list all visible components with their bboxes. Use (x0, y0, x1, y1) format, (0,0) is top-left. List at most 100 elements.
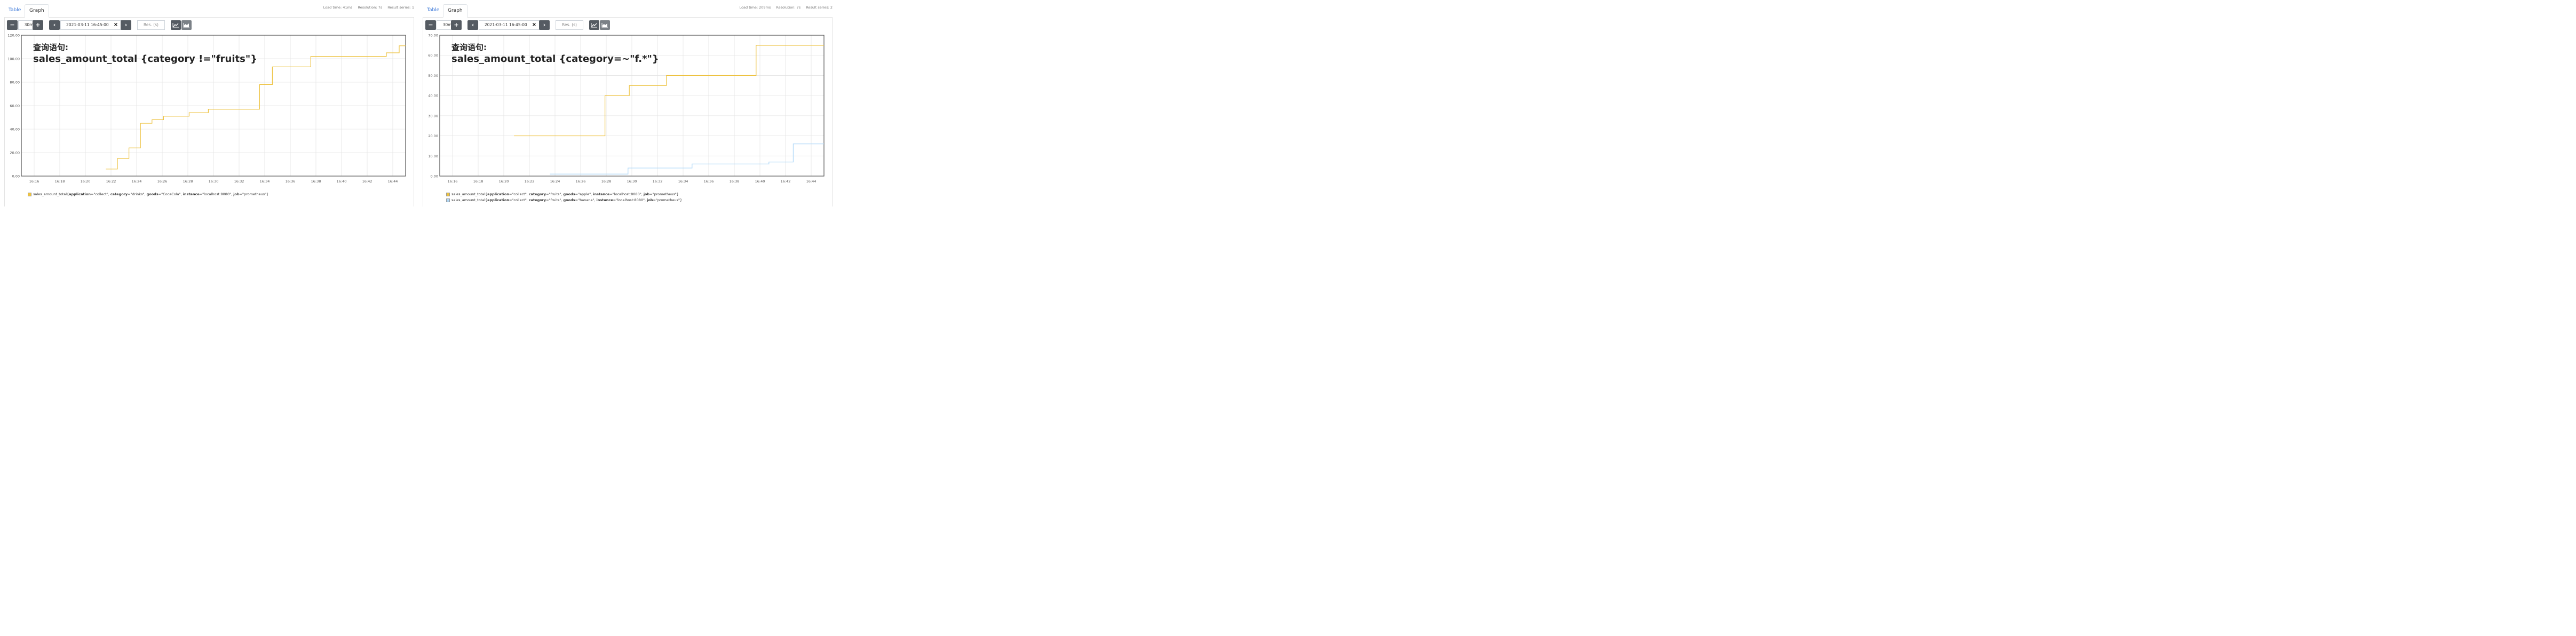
query-expression: sales_amount_total {category !="fruits"} (33, 53, 257, 65)
x-tick-label: 16:20 (81, 179, 91, 184)
legend-label: sales_amount_total{application="collect"… (451, 198, 683, 202)
legend-swatch (446, 198, 450, 202)
legend-item[interactable]: sales_amount_total{application="collect"… (446, 192, 679, 196)
x-tick-label: 16:22 (525, 179, 535, 184)
y-tick-label: 40.00 (428, 94, 438, 98)
x-tick-label: 16:38 (311, 179, 321, 184)
x-tick-label: 16:44 (388, 179, 398, 184)
time-series-chart: 0.00 10.00 20.00 30.00 40.00 50.00 60.00 70.00 1… (428, 34, 825, 184)
x-tick-label: 16:36 (704, 179, 714, 184)
x-tick-label: 16:26 (157, 179, 168, 184)
y-tick-label: 0.00 (12, 174, 20, 179)
x-tick-label: 16:18 (473, 179, 484, 184)
x-tick-label: 16:42 (781, 179, 791, 184)
legend-label: sales_amount_total{application="collect"… (33, 192, 269, 196)
line-chart-icon (172, 23, 179, 28)
x-tick-label: 16:38 (730, 179, 740, 184)
x-tick-label: 16:18 (55, 179, 65, 184)
graph-container (423, 17, 833, 206)
y-tick-label: 0.00 (431, 174, 438, 179)
previous-time-button[interactable]: ‹ (49, 20, 60, 30)
query-caption: 查询语句: (451, 43, 487, 52)
next-time-button[interactable]: › (539, 20, 550, 30)
x-tick-label: 16:40 (337, 179, 347, 184)
x-tick-label: 16:28 (601, 179, 612, 184)
x-tick-label: 16:20 (499, 179, 509, 184)
unstacked-line-button[interactable] (589, 20, 599, 30)
x-tick-label: 16:40 (755, 179, 765, 184)
load-time-text: Load time: 209ms (739, 5, 771, 10)
time-series-chart: 0.00 20.00 40.00 60.00 80.00 100.00 120.00 16:1… (7, 34, 406, 184)
x-tick-label: 16:22 (106, 179, 116, 184)
series-line-1[interactable] (550, 144, 824, 174)
result-series-text: Result series: 1 (387, 5, 414, 10)
next-time-button[interactable]: › (121, 20, 131, 30)
resolution-text: Resolution: 7s (358, 5, 383, 10)
tab-graph[interactable]: Graph (443, 4, 467, 18)
legend-swatch (446, 192, 450, 196)
x-tick-label: 16:34 (260, 179, 270, 184)
decrease-range-button[interactable]: − (7, 20, 18, 30)
y-tick-label: 40.00 (10, 128, 20, 132)
tab-graph[interactable]: Graph (25, 4, 49, 18)
resolution-input[interactable]: Res. (s) (556, 20, 583, 30)
query-expression: sales_amount_total {category=~"f.*"} (451, 53, 659, 65)
graph-panel-right: Table Graph Load time: 209ms Resolution:… (418, 0, 837, 206)
x-tick-label: 16:36 (286, 179, 296, 184)
area-chart-icon (601, 23, 608, 28)
query-stats: Load time: 209ms Resolution: 7s Result s… (735, 5, 833, 10)
y-tick-label: 20.00 (428, 134, 438, 138)
x-tick-label: 16:24 (550, 179, 560, 184)
x-tick-label: 16:30 (209, 179, 219, 184)
previous-time-button[interactable]: ‹ (467, 20, 478, 30)
stacked-area-button[interactable] (600, 20, 610, 30)
y-tick-label: 100.00 (7, 57, 20, 61)
decrease-range-button[interactable]: − (425, 20, 436, 30)
result-series-text: Result series: 2 (806, 5, 833, 10)
x-tick-label: 16:24 (132, 179, 142, 184)
graph-panel-left: Table Graph Load time: 41ms Resolution: … (0, 0, 418, 206)
legend-item[interactable]: sales_amount_total{application="collect"… (446, 198, 682, 202)
x-tick-label: 16:30 (627, 179, 637, 184)
x-tick-label: 16:28 (183, 179, 193, 184)
y-tick-label: 60.00 (428, 53, 438, 58)
load-time-text: Load time: 41ms (323, 5, 353, 10)
y-tick-label: 20.00 (10, 151, 20, 155)
increase-range-button[interactable]: + (451, 20, 462, 30)
y-tick-label: 60.00 (10, 104, 20, 108)
stacked-area-button[interactable] (181, 20, 192, 30)
query-stats: Load time: 41ms Resolution: 7s Result se… (319, 5, 414, 10)
x-tick-label: 16:16 (29, 179, 39, 184)
legend-item[interactable]: sales_amount_total{application="collect"… (28, 192, 268, 196)
plot-frame (439, 35, 825, 177)
series-line-0[interactable] (106, 45, 406, 170)
x-tick-label: 16:16 (448, 179, 458, 184)
line-chart-icon (591, 23, 597, 28)
legend-swatch (28, 192, 31, 196)
y-tick-label: 80.00 (10, 81, 20, 85)
y-tick-label: 70.00 (428, 34, 438, 38)
y-tick-label: 10.00 (428, 154, 438, 158)
series-line-0[interactable] (514, 45, 824, 137)
tab-table[interactable]: Table (9, 7, 21, 13)
x-tick-label: 16:32 (234, 179, 244, 184)
area-chart-icon (183, 23, 189, 28)
clear-end-time-icon[interactable]: × (113, 22, 118, 28)
legend-label: sales_amount_total{application="collect"… (451, 192, 679, 196)
x-tick-label: 16:34 (678, 179, 688, 184)
y-tick-label: 50.00 (428, 74, 438, 78)
x-tick-label: 16:26 (576, 179, 586, 184)
resolution-input[interactable]: Res. (s) (137, 20, 165, 30)
increase-range-button[interactable]: + (33, 20, 43, 30)
graph-container (4, 17, 414, 206)
y-tick-label: 30.00 (428, 114, 438, 118)
plot-frame (21, 35, 406, 177)
x-tick-label: 16:42 (362, 179, 372, 184)
resolution-text: Resolution: 7s (776, 5, 801, 10)
query-caption: 查询语句: (33, 43, 68, 52)
y-tick-label: 120.00 (7, 34, 20, 38)
tab-table[interactable]: Table (427, 7, 440, 13)
clear-end-time-icon[interactable]: × (532, 22, 537, 28)
x-tick-label: 16:44 (806, 179, 817, 184)
unstacked-line-button[interactable] (171, 20, 181, 30)
